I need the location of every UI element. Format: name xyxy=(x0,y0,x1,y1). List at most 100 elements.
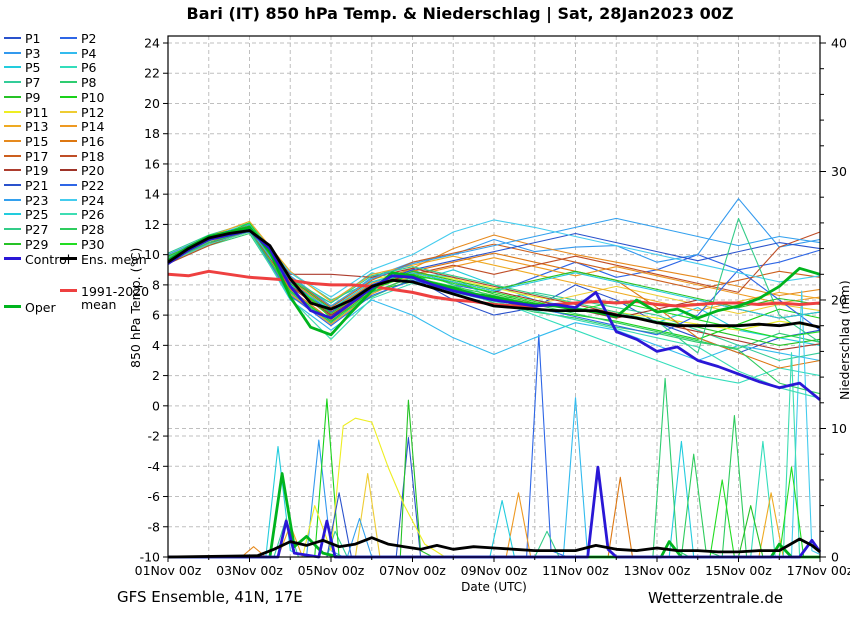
legend-color-swatch xyxy=(60,169,77,172)
legend-label: P24 xyxy=(81,192,105,208)
legend-label: P28 xyxy=(81,222,105,238)
legend-label: P14 xyxy=(81,119,105,135)
legend-color-swatch xyxy=(4,228,21,231)
y-left-tick-label: 0 xyxy=(152,398,160,413)
legend-label: P2 xyxy=(81,31,97,46)
y-left-tick-label: 2 xyxy=(152,368,160,383)
legend-color-swatch xyxy=(60,228,77,231)
legend-color-swatch xyxy=(60,213,77,216)
legend-color-swatch xyxy=(60,184,77,186)
y-left-tick-label: -4 xyxy=(148,459,161,474)
x-tick-label: 17Nov 00z xyxy=(787,563,850,578)
legend-color-swatch xyxy=(4,81,21,84)
y-left-tick-label: -8 xyxy=(148,519,161,534)
x-tick-label: 13Nov 00z xyxy=(624,563,691,578)
legend-label: P9 xyxy=(25,89,41,105)
legend-color-swatch xyxy=(60,139,77,142)
legend-color-swatch xyxy=(4,125,21,128)
legend-label: P22 xyxy=(81,178,105,193)
legend-label: P6 xyxy=(81,60,97,76)
legend-color-swatch xyxy=(4,198,21,201)
legend-label: P8 xyxy=(81,75,97,91)
legend-label: P5 xyxy=(25,60,41,76)
legend-color-swatch xyxy=(60,257,77,260)
legend-label: P16 xyxy=(81,133,105,149)
y-left-tick-label: 6 xyxy=(152,308,160,323)
footer-brand: Wetterzentrale.de xyxy=(648,589,784,607)
x-tick-label: 05Nov 00z xyxy=(298,563,365,578)
legend-label-line2: mean xyxy=(81,297,117,312)
legend-color-swatch xyxy=(4,95,21,98)
y-left-tick-label: -2 xyxy=(148,429,160,444)
x-tick-label: 01Nov 00z xyxy=(135,563,202,578)
y-left-tick-label: 20 xyxy=(144,96,160,111)
legend-color-swatch xyxy=(60,95,77,98)
x-axis-label: Date (UTC) xyxy=(461,580,527,594)
legend-label: P4 xyxy=(81,45,97,61)
y-right-tick-label: 20 xyxy=(831,293,847,308)
y-left-tick-label: 10 xyxy=(144,247,160,262)
legend-label: P25 xyxy=(25,207,49,223)
legend-color-swatch xyxy=(4,37,21,39)
legend-label: P27 xyxy=(25,222,49,238)
y-left-tick-label: 16 xyxy=(144,156,160,171)
legend-color-swatch xyxy=(60,81,77,84)
legend-color-swatch xyxy=(60,37,77,39)
y-right-tick-label: 30 xyxy=(831,164,847,179)
legend-label: P15 xyxy=(25,133,49,149)
legend-label: P11 xyxy=(25,104,49,120)
legend-color-swatch xyxy=(4,213,21,216)
legend-label: P18 xyxy=(81,148,105,164)
legend-color-swatch xyxy=(60,242,77,245)
y-left-tick-label: 14 xyxy=(144,187,160,202)
legend-color-swatch xyxy=(4,154,21,157)
legend-color-swatch xyxy=(60,289,77,292)
legend-color-swatch xyxy=(60,198,77,201)
legend-label: P17 xyxy=(25,148,49,164)
legend-color-swatch xyxy=(60,154,77,157)
legend-color-swatch xyxy=(60,110,77,113)
legend-color-swatch xyxy=(60,66,77,69)
legend-color-swatch xyxy=(60,51,77,54)
legend-color-swatch xyxy=(4,51,21,54)
legend-label: P1 xyxy=(25,31,41,46)
y-left-tick-label: 12 xyxy=(144,217,160,232)
legend-color-swatch xyxy=(4,184,21,186)
legend-label: Oper xyxy=(25,300,56,315)
legend-label: 1991-2020 xyxy=(81,284,150,299)
y-axis-label-right: Niederschlag (mm) xyxy=(837,280,850,400)
legend-color-swatch xyxy=(4,305,21,308)
y-left-tick-label: 24 xyxy=(144,36,160,51)
legend-color-swatch xyxy=(4,66,21,69)
x-tick-label: 15Nov 00z xyxy=(705,563,772,578)
legend-label: P12 xyxy=(81,104,105,120)
y-left-tick-label: 4 xyxy=(152,338,160,353)
legend-label: P30 xyxy=(81,236,105,252)
legend-label: P26 xyxy=(81,207,105,223)
chart-title: Bari (IT) 850 hPa Temp. & Niederschlag |… xyxy=(186,4,734,23)
legend-label: Ens. mean xyxy=(81,252,147,267)
legend-label: P19 xyxy=(25,163,49,179)
ensemble-member-lines xyxy=(167,198,821,558)
x-tick-label: 09Nov 00z xyxy=(461,563,528,578)
legend-label: P21 xyxy=(25,178,49,193)
y-left-tick-label: 18 xyxy=(144,126,160,141)
legend-label: P23 xyxy=(25,192,49,208)
legend-label: P29 xyxy=(25,236,49,252)
legend-color-swatch xyxy=(4,139,21,142)
x-tick-label: 03Nov 00z xyxy=(216,563,283,578)
y-left-tick-label: 22 xyxy=(144,66,160,81)
footer-model-info: GFS Ensemble, 41N, 17E xyxy=(117,588,303,606)
legend-label: P13 xyxy=(25,119,49,135)
y-left-tick-label: -10 xyxy=(140,550,160,565)
x-tick-label: 07Nov 00z xyxy=(379,563,446,578)
legend-color-swatch xyxy=(4,242,21,245)
legend-label: Control xyxy=(25,252,71,267)
legend-color-swatch xyxy=(4,169,21,172)
legend-label: P7 xyxy=(25,75,41,91)
y-right-tick-label: 0 xyxy=(831,550,839,565)
x-tick-label: 11Nov 00z xyxy=(542,563,609,578)
